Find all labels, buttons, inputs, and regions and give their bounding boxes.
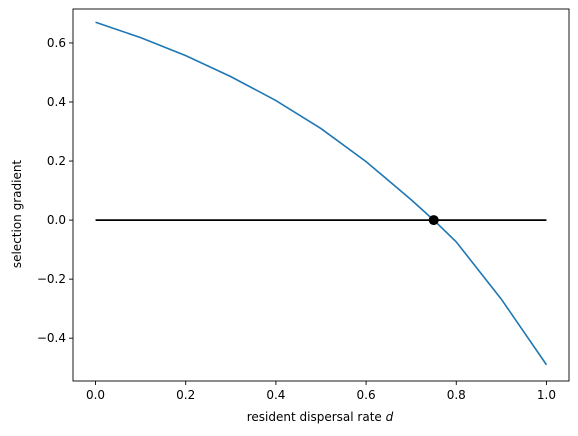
x-tick-label-5: 1.0: [537, 388, 556, 402]
series-line-0: [95, 21, 548, 366]
y-axis-label: selection gradient: [10, 160, 24, 269]
y-tick-label-5: 0.6: [47, 36, 66, 50]
y-tick-label-0: −0.4: [37, 331, 66, 345]
y-tick-label-4: 0.4: [47, 95, 66, 109]
y-tick-label-1: −0.2: [37, 272, 66, 286]
plot-area: 0.0 0.2 0.4 0.6 0.8 1.0 −0.4 −0.2 0.0 0.2 0.4 0.6: [37, 8, 570, 402]
x-tick-label-4: 0.8: [447, 388, 466, 402]
x-tick-label-2: 0.4: [266, 388, 285, 402]
equilibrium-marker-0: [428, 215, 439, 226]
x-tick-label-3: 0.6: [357, 388, 376, 402]
x-tick-label-1: 0.2: [176, 388, 195, 402]
axes-frame: [72, 8, 570, 382]
y-tick-label-3: 0.2: [47, 154, 66, 168]
x-tick-label-0: 0.0: [86, 388, 105, 402]
x-axis-label: resident dispersal rate d: [247, 410, 394, 424]
y-tick-label-2: 0.0: [47, 213, 66, 227]
